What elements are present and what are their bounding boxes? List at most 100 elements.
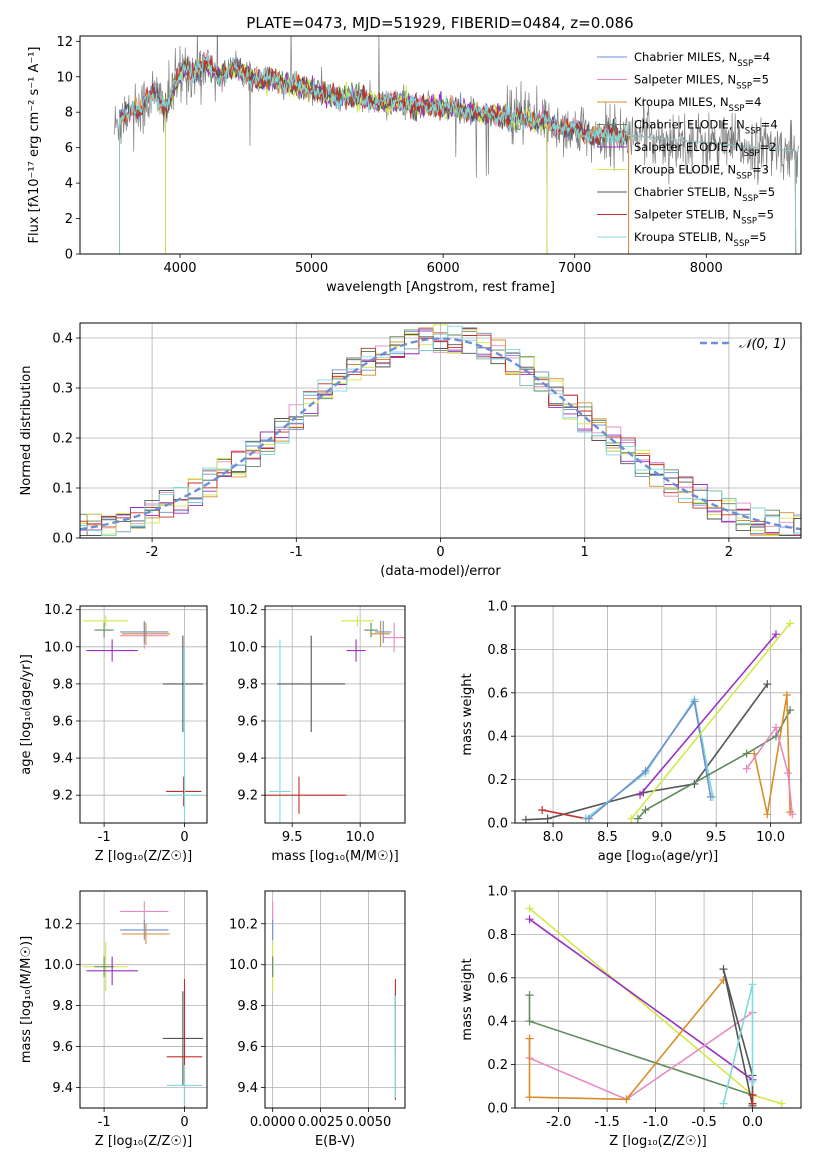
errorbar-point-kroupa_miles [371,620,391,647]
y-tick-label: 0.0 [52,532,73,547]
y-tick-label: 0.3 [52,382,73,397]
x-axis-label: (data-model)/error [380,564,501,579]
y-tick-label: 10.2 [44,603,73,618]
x-tick-label: -0.5 [691,1115,716,1130]
weight-marker [525,991,534,1000]
weight-marker [584,814,593,823]
axes-frame [79,35,802,255]
weight-marker [771,630,780,639]
y-tick-label: 12 [56,35,73,50]
y-axis-label: Flux [fλ10⁻¹⁷ erg cm⁻² s⁻¹ A⁻¹] [27,47,42,244]
errorbar-point-chabrier_miles [120,919,169,941]
plot-area [80,324,801,536]
model-spectrum-kroupa_stelib [119,52,797,254]
legend-entry: Kroupa ELODIE, NSSP=3 [634,163,769,182]
weight-marker [525,1034,534,1043]
y-tick-label: 8 [65,106,73,121]
panel-age_vs_mass: 9.5 10.0 9.2 9.4 9.6 9.8 10.0 10.2 mass [log₁₀(M… [229,603,406,864]
y-axis-label: age [log₁₀(age/yr)] [19,654,34,775]
x-tick-label: 6000 [427,261,460,276]
gaussian-curve [80,337,801,531]
weight-marker [521,815,530,823]
x-tick-label: 8.5 [597,830,618,845]
x-tick-label: 0 [180,830,188,845]
y-tick-label: 10.2 [229,917,258,932]
y-tick-label: 9.8 [237,677,258,692]
plot-area [265,615,405,823]
legend-entry: Chabrier STELIB, NSSP=5 [634,185,775,204]
y-axis-label: mass weight [460,958,475,1040]
histogram-chabrier_miles [80,327,801,536]
x-tick-label: -1 [98,830,111,845]
x-axis-label: Z [log₁₀(Z/Z☉)] [95,849,192,864]
errorbar-point-salpeter_miles [120,901,169,922]
x-tick-label: 9.5 [282,830,303,845]
y-tick-label: 0.2 [487,773,508,788]
y-tick-label: 1.0 [487,885,508,900]
y-tick-label: 10.2 [229,603,258,618]
weight-marker [771,723,780,732]
residual-legend: 𝒩(0, 1) [700,337,786,352]
y-tick-label: 0.0 [487,817,508,832]
weight-marker [538,805,547,814]
weight-line-chabrier_stelib [722,968,754,1106]
errorbar-point-salpeter_stelib [166,776,202,807]
weight-line-salpeter_stelib [542,809,586,820]
weight-line-salpeter_elodie [529,918,753,1081]
weight-marker [622,1095,631,1104]
legend-entry: Chabrier ELODIE, NSSP=4 [634,118,778,137]
histogram-kroupa_miles [80,327,801,536]
y-tick-label: 9.8 [52,999,73,1014]
y-tick-label: 10.0 [44,958,73,973]
errorbar-point-kroupa_miles [121,923,171,945]
weight-marker [641,805,650,814]
errorbar-point-salpeter_miles [383,622,405,653]
weight-line-kroupa_miles [528,979,725,1101]
weight-marker [742,749,751,758]
errorbar-point-kroupa_elodie [83,615,129,627]
x-tick-label: 0 [436,545,444,560]
x-axis-label: Z [log₁₀(Z/Z☉)] [95,1134,192,1149]
errorbar-point-chabrier_elodie [94,622,114,638]
errorbar-point-salpeter_elodie [346,639,366,662]
x-tick-label: -1.5 [594,1115,619,1130]
errorbar-point-salpeter_stelib [265,776,347,814]
errorbar-point-kroupa_miles [121,622,171,645]
model-spectrum-chabrier_stelib [119,58,797,254]
y-tick-label: 9.4 [237,1081,258,1096]
legend-entry: Kroupa MILES, NSSP=4 [634,95,761,114]
panel-residuals: -2 -1 0 1 2 0.0 0.1 0.2 0.3 0.4 (data-model)/error… [19,322,802,579]
y-tick-label: 10 [56,70,73,85]
x-tick-label: 8.0 [543,830,564,845]
x-tick-label: 7000 [558,261,591,276]
model-spectrum-salpeter_miles [119,53,630,254]
axes-frame [514,890,802,1109]
x-axis-label: wavelength [Angstrom, rest frame] [326,280,555,295]
errorbar-point-kroupa_stelib [168,646,201,823]
weight-marker [748,980,757,989]
x-tick-label: 8000 [690,261,723,276]
errorbar-point-chabrier_stelib [277,635,346,733]
x-tick-label: -1 [98,1115,111,1130]
panel-weight_vs_age: 8.0 8.5 9.0 9.5 10.0 0.0 0.2 0.4 0.6 0.8 1.0 age [l… [460,600,802,864]
plot-area [83,901,203,1108]
legend-entry: Salpeter STELIB, NSSP=5 [634,208,774,227]
errorbar-point-salpeter_elodie [86,639,138,662]
y-tick-label: 9.6 [237,1040,258,1055]
x-tick-label: 2 [725,545,733,560]
errorbar-point-chabrier_elodie [94,956,114,977]
y-tick-label: 10.0 [44,640,73,655]
weight-marker [782,690,791,699]
weight-line-salpeter_miles [745,725,794,815]
y-tick-label: 0.4 [487,1015,508,1030]
errorbar-point-kroupa_elodie [341,615,374,627]
axes-frame [79,322,802,539]
x-tick-label: 4000 [163,261,196,276]
weight-line-kroupa_stelib [585,697,714,820]
y-tick-label: 9.6 [52,714,73,729]
y-tick-label: 10.0 [229,640,258,655]
y-axis-label: mass [log₁₀(M/M☉)] [19,936,34,1063]
y-tick-label: 0.2 [52,432,73,447]
model-spectrum-kroupa_miles [119,56,630,254]
